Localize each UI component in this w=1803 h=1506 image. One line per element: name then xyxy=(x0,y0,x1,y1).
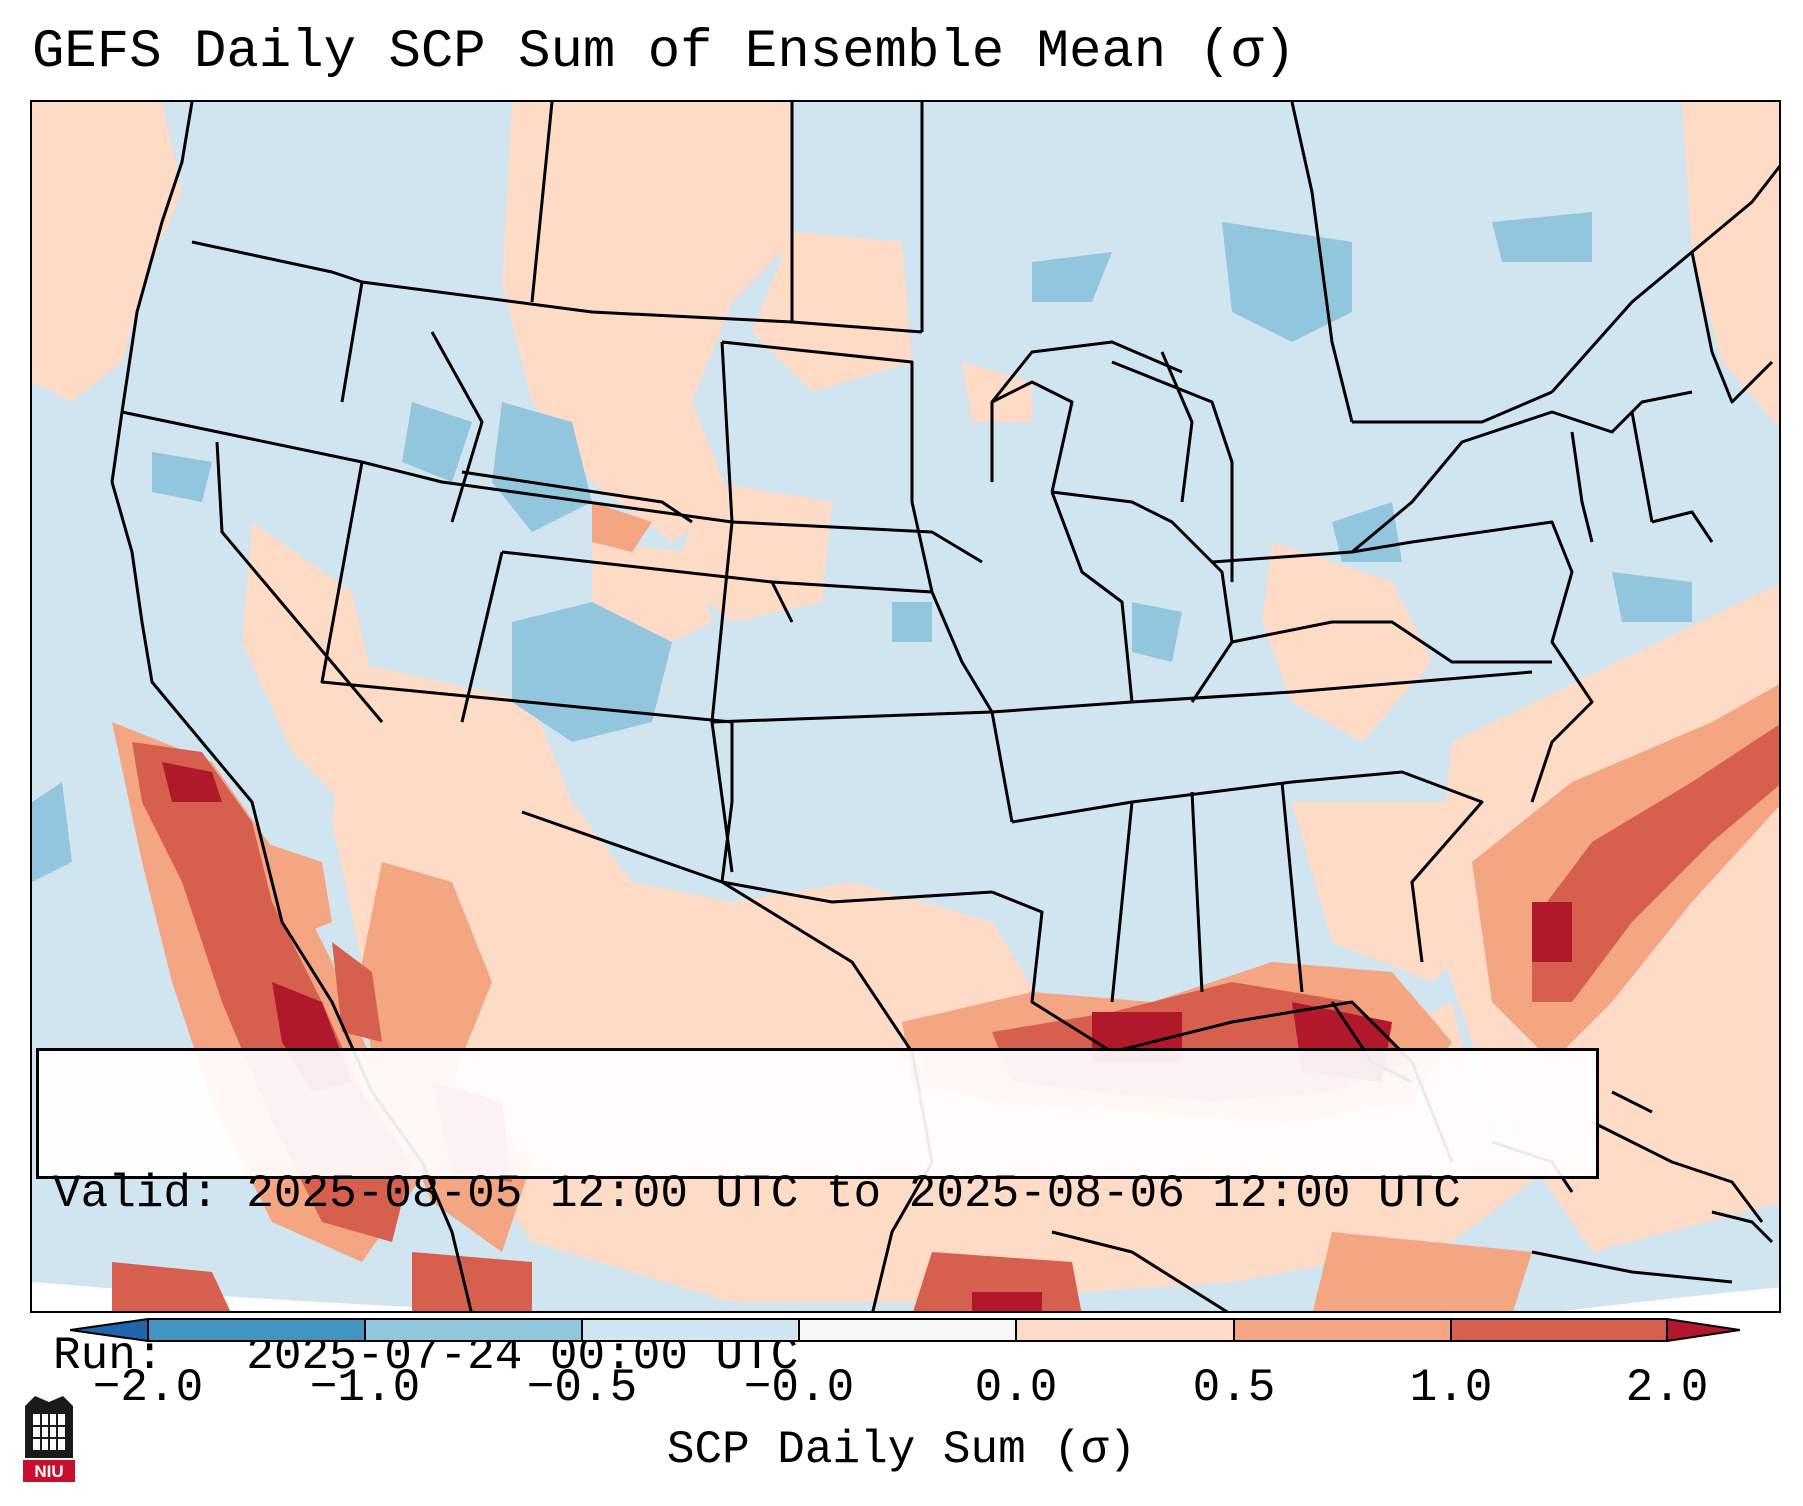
colorbar-extend-low xyxy=(70,1319,148,1341)
colorbar-segment-6 xyxy=(1234,1319,1451,1341)
colorbar-tick-label: 2.0 xyxy=(1625,1362,1709,1414)
colorbar-tick-label: 0.0 xyxy=(974,1362,1058,1414)
colorbar-extend-high xyxy=(1667,1319,1740,1341)
colorbar-segment-5 xyxy=(1016,1319,1234,1341)
niu-logo-text: NIU xyxy=(34,1462,63,1481)
colorbar-segment-4 xyxy=(799,1319,1016,1341)
map-title: GEFS Daily SCP Sum of Ensemble Mean (σ) xyxy=(32,22,1296,83)
colorbar-segment-3 xyxy=(582,1319,799,1341)
colorbar-tick-label: −0.0 xyxy=(743,1362,855,1414)
valid-line: Valid: 2025-08-05 12:00 UTC to 2025-08-0… xyxy=(53,1167,1582,1221)
colorbar-ticks xyxy=(147,1319,1668,1341)
colorbar-tick-label: 1.0 xyxy=(1409,1362,1493,1414)
valid-value: 2025-08-05 12:00 UTC to 2025-08-06 12:00… xyxy=(246,1168,1461,1220)
colorbar xyxy=(70,1318,1740,1342)
colorbar-segment-1 xyxy=(148,1319,365,1341)
field-negative xyxy=(32,212,1692,882)
niu-logo: NIU xyxy=(23,1396,75,1482)
colorbar-tick-label: −0.5 xyxy=(526,1362,638,1414)
colorbar-segment-2 xyxy=(365,1319,582,1341)
colorbar-label: SCP Daily Sum (σ) xyxy=(666,1424,1137,1476)
colorbar-segment-7 xyxy=(1451,1319,1667,1341)
valid-run-info-box: Valid: 2025-08-05 12:00 UTC to 2025-08-0… xyxy=(36,1048,1599,1382)
projection-edge-right xyxy=(1563,1287,1779,1311)
colorbar-tick-label: −2.0 xyxy=(92,1362,204,1414)
colorbar-tick-label: 0.5 xyxy=(1192,1362,1276,1414)
run-value: 2025-07-24 00:00 UTC xyxy=(246,1330,799,1382)
colorbar-tick-label: −1.0 xyxy=(309,1362,421,1414)
valid-label: Valid: xyxy=(53,1168,219,1220)
